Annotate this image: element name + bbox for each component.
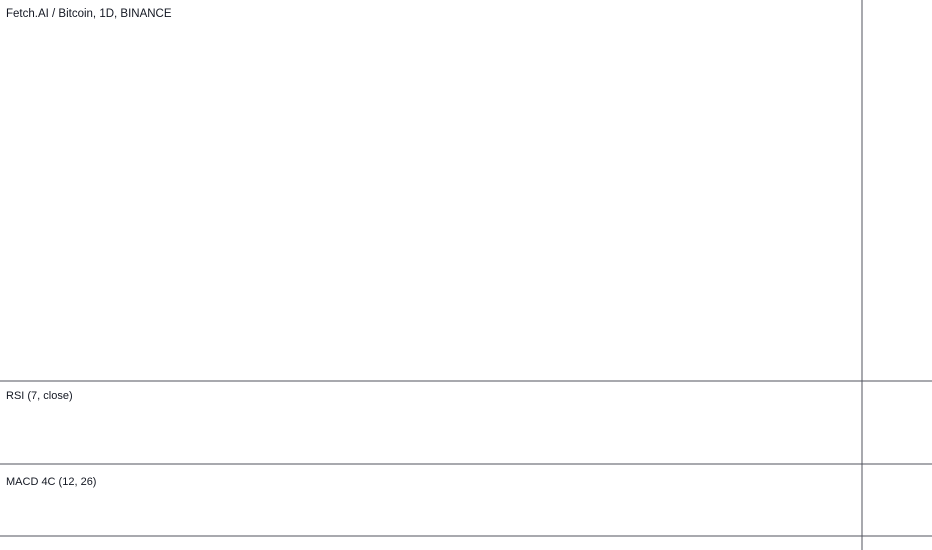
rsi-title: RSI (7, close): [6, 390, 73, 402]
chart-title: Fetch.AI / Bitcoin, 1D, BINANCE: [6, 8, 172, 20]
macd-title: MACD 4C (12, 26): [6, 476, 96, 488]
